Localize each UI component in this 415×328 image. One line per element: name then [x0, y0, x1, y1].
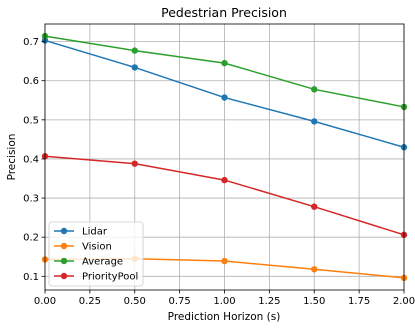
data-point-lidar: [311, 118, 318, 125]
x-tick-label: 0.75: [168, 296, 190, 307]
legend-label: PriorityPool: [82, 272, 138, 283]
legend-marker: [60, 227, 68, 235]
x-tick-label: 0.25: [79, 296, 101, 307]
series-average: [41, 32, 408, 111]
legend-entry-prioritypool: PriorityPool: [54, 272, 138, 283]
legend-entry-average: Average: [54, 257, 123, 268]
x-tick-label: 0.00: [34, 296, 56, 307]
x-tick-label: 0.50: [124, 296, 146, 307]
y-tick-label: 0.3: [23, 194, 39, 205]
data-point-prioritypool: [131, 160, 138, 167]
data-point-prioritypool: [311, 203, 318, 210]
legend-box: [48, 221, 144, 287]
y-tick-label: 0.7: [23, 37, 39, 48]
y-tick-label: 0.5: [23, 115, 39, 126]
y-axis-label: Precision: [6, 134, 18, 181]
legend-label: Lidar: [82, 227, 108, 238]
y-tick-label: 0.2: [23, 233, 39, 244]
x-tick-label: 1.50: [303, 296, 325, 307]
chart-title: Pedestrian Precision: [161, 5, 287, 20]
series-prioritypool: [41, 153, 408, 239]
legend: Lidar Vision Average PriorityPool: [48, 221, 144, 287]
legend-marker: [60, 272, 68, 280]
legend-marker: [60, 257, 68, 265]
x-axis-ticks: 0.00 0.25 0.50 0.75 1.00 1.25 1.50 1.75 2.00: [34, 290, 415, 307]
x-tick-label: 1.75: [348, 296, 370, 307]
y-axis-ticks: 0.1 0.2 0.3 0.4 0.5 0.6 0.7: [23, 37, 45, 283]
data-point-lidar: [131, 64, 138, 71]
y-tick-label: 0.4: [23, 154, 39, 165]
x-tick-label: 1.00: [213, 296, 235, 307]
data-point-average: [131, 47, 138, 54]
legend-label: Vision: [82, 242, 112, 253]
data-point-average: [221, 59, 228, 67]
y-tick-label: 0.1: [23, 272, 39, 283]
legend-entry-vision: Vision: [54, 242, 112, 253]
series-group: [41, 32, 408, 282]
legend-entry-lidar: Lidar: [54, 227, 108, 238]
legend-marker: [60, 242, 68, 250]
legend-label: Average: [82, 257, 123, 268]
y-tick-label: 0.6: [23, 76, 39, 87]
data-point-lidar: [221, 94, 228, 101]
x-tick-label: 2.00: [393, 296, 415, 307]
x-tick-label: 1.25: [258, 296, 280, 307]
data-point-vision: [311, 266, 318, 273]
data-point-average: [311, 86, 318, 93]
data-point-vision: [221, 257, 228, 265]
data-point-prioritypool: [221, 176, 228, 184]
x-axis-label: Prediction Horizon (s): [168, 311, 281, 323]
